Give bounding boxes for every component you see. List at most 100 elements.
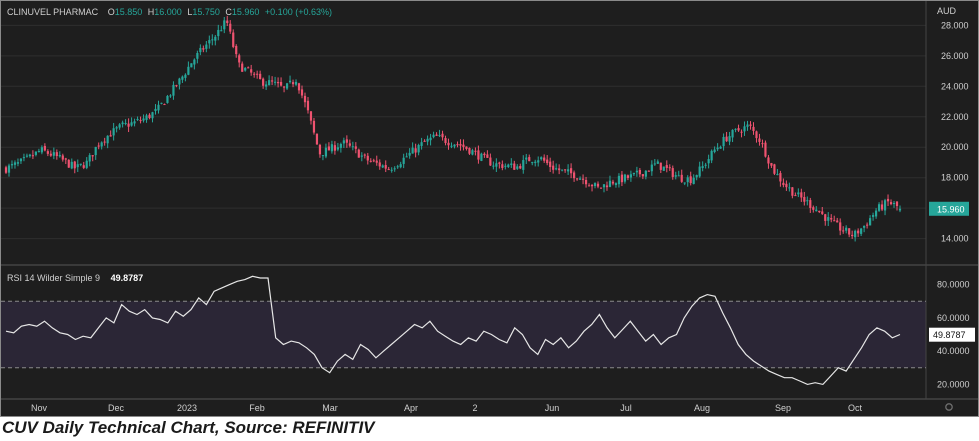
candle-body — [52, 152, 55, 156]
candle-body — [504, 165, 507, 167]
gear-icon — [945, 403, 953, 411]
candle-body — [851, 234, 854, 237]
candle-body — [420, 142, 423, 146]
candle-body — [160, 102, 163, 104]
candle-body — [447, 142, 450, 146]
candle-body — [492, 165, 495, 167]
candle-body — [477, 150, 480, 160]
candle-body — [217, 29, 220, 37]
candle-body — [330, 144, 334, 152]
candle-body — [830, 218, 833, 220]
candle-body — [836, 220, 839, 223]
candle-body — [142, 118, 145, 121]
time-tick-label: 2 — [472, 403, 477, 413]
candle-body — [629, 174, 633, 178]
candle-body — [76, 164, 79, 168]
candle-body — [866, 224, 869, 226]
candle-body — [115, 127, 118, 129]
candle-body — [644, 170, 647, 177]
candle-body — [369, 160, 372, 162]
candle-body — [276, 82, 280, 84]
rsi-tick-label: 60.0000 — [937, 313, 970, 323]
candle-body — [145, 115, 148, 120]
candle-body — [788, 187, 791, 189]
time-tick-label: Dec — [108, 403, 125, 413]
candle-body — [668, 167, 671, 169]
candle-body — [827, 217, 830, 221]
rsi-last-tag — [929, 327, 975, 342]
candle-body — [824, 214, 827, 221]
candle-body — [232, 32, 235, 47]
price-tick-label: 24.000 — [941, 81, 969, 91]
close-value: 15.960 — [231, 7, 260, 17]
candle-body — [752, 126, 755, 131]
candle-body — [483, 153, 486, 156]
candle-body — [531, 162, 534, 164]
candle-body — [707, 159, 710, 164]
candle-body — [303, 95, 307, 103]
candle-body — [689, 176, 692, 184]
candle-body — [136, 119, 139, 121]
candle-body — [537, 160, 540, 163]
candle-body — [659, 162, 662, 170]
candle-body — [271, 80, 274, 82]
candle-body — [898, 208, 902, 211]
candle-body — [459, 144, 462, 146]
rsi-value: 49.8787 — [110, 273, 144, 283]
candle-body — [719, 146, 722, 149]
candle-body — [543, 157, 546, 161]
candle-body — [202, 48, 205, 50]
candle-body — [282, 86, 286, 88]
candle-body — [842, 230, 845, 232]
candle-body — [892, 202, 896, 204]
rsi-header: RSI 14 Wilder Simple 9 49.8787 — [7, 273, 146, 283]
candle-body — [34, 151, 37, 155]
candle-body — [462, 144, 465, 147]
candle-body — [103, 141, 106, 143]
candle-body — [112, 128, 115, 136]
candle-body — [575, 178, 579, 180]
candle-body — [220, 30, 223, 32]
candle-body — [4, 167, 8, 173]
candle-body — [686, 177, 689, 183]
candle-body — [172, 84, 175, 96]
candle-body — [731, 129, 734, 138]
candle-body — [229, 23, 232, 32]
candle-body — [154, 108, 157, 111]
candle-body — [880, 204, 884, 210]
candle-body — [151, 112, 154, 119]
rsi-line — [5, 275, 901, 386]
candle-body — [259, 73, 262, 80]
candle-body — [809, 200, 812, 208]
candle-body — [106, 135, 109, 144]
candle-body — [773, 164, 776, 174]
time-tick-label: Apr — [404, 403, 418, 413]
candle-body — [396, 166, 399, 168]
candle-body — [148, 114, 151, 119]
candle-body — [812, 207, 815, 210]
candle-body — [139, 120, 142, 122]
price-tick-label: 26.000 — [941, 51, 969, 61]
candle-body — [605, 185, 609, 188]
chart-caption: CUV Daily Technical Chart, Source: REFIN… — [2, 418, 375, 437]
candle-body — [770, 163, 773, 166]
candle-body — [785, 183, 788, 188]
candle-body — [874, 210, 878, 217]
candle-body — [818, 210, 821, 213]
time-tick-label: Sep — [775, 403, 791, 413]
candle-body — [722, 136, 725, 147]
candle-body — [124, 123, 127, 125]
candle-body — [567, 169, 570, 172]
rsi-tick-label: 40.0000 — [937, 346, 970, 356]
price-tick-label: 14.000 — [941, 234, 969, 244]
candle-body — [886, 198, 890, 202]
candle-body — [608, 180, 612, 187]
candle-body — [656, 161, 659, 164]
candle-body — [821, 211, 824, 214]
candle-body — [25, 155, 29, 157]
candle-body — [226, 20, 229, 24]
candle-body — [297, 83, 301, 91]
candle-body — [767, 157, 770, 164]
candle-body — [611, 181, 615, 184]
candle-body — [740, 131, 743, 133]
